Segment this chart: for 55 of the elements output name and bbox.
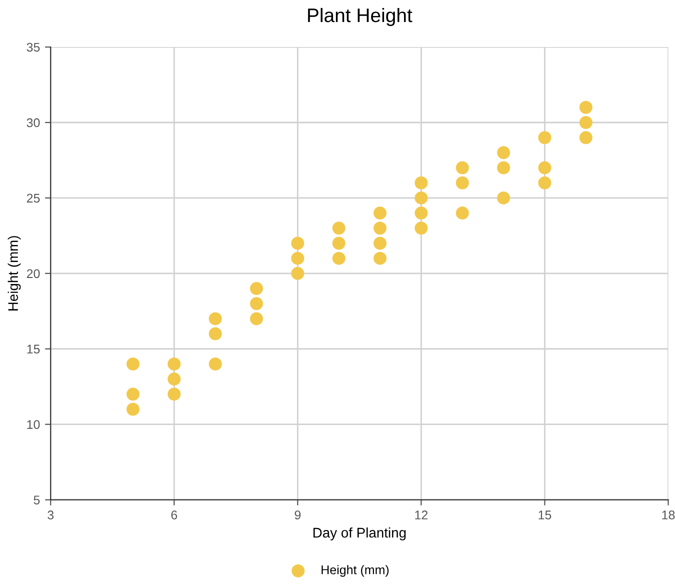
y-axis-title: Height (mm) — [8, 236, 21, 310]
point — [291, 252, 304, 265]
point — [168, 388, 181, 401]
x-tick-label: 12 — [415, 510, 428, 520]
y-tick-label: 35 — [26, 42, 40, 52]
point — [414, 191, 428, 204]
point — [579, 131, 592, 144]
point — [579, 100, 592, 114]
point — [414, 206, 428, 220]
point — [374, 222, 387, 235]
point — [456, 206, 469, 220]
point — [168, 357, 181, 370]
point — [497, 161, 510, 174]
point — [538, 161, 552, 174]
point — [538, 131, 552, 144]
y-tick-label: 30 — [26, 118, 40, 128]
point — [250, 297, 264, 310]
point — [126, 357, 140, 370]
point — [250, 282, 264, 296]
point — [126, 402, 140, 416]
point — [168, 372, 181, 386]
point — [374, 236, 387, 250]
y-tick-label: 5 — [34, 496, 40, 504]
point — [291, 236, 304, 250]
x-tick-label: 3 — [48, 510, 54, 520]
y-tick-label: 10 — [27, 420, 40, 429]
point — [579, 116, 592, 130]
y-tick-label: 25 — [26, 194, 40, 203]
point — [332, 252, 346, 265]
point — [538, 176, 552, 190]
point — [208, 357, 222, 370]
point — [208, 327, 222, 340]
point — [332, 222, 346, 235]
x-tick-label: 15 — [538, 510, 552, 520]
point — [497, 146, 510, 160]
point — [414, 222, 428, 235]
point — [291, 266, 304, 280]
x-tick-label: 6 — [171, 510, 178, 520]
y-tick-label: 20 — [26, 269, 40, 278]
point — [374, 252, 387, 265]
x-tick-label: 9 — [294, 510, 301, 520]
point — [497, 191, 510, 204]
point — [126, 388, 140, 401]
legend-label: Height (mm) — [322, 565, 389, 577]
point — [374, 206, 387, 220]
point — [208, 312, 222, 326]
y-tick-label: 15 — [27, 344, 40, 354]
chart-title: Plant Height — [308, 8, 412, 26]
x-tick-label: 18 — [662, 510, 675, 520]
point — [414, 176, 428, 190]
point — [250, 312, 264, 326]
x-axis-title: Day of Planting — [313, 527, 406, 540]
point — [456, 161, 469, 174]
point — [456, 176, 469, 190]
point — [332, 236, 346, 250]
